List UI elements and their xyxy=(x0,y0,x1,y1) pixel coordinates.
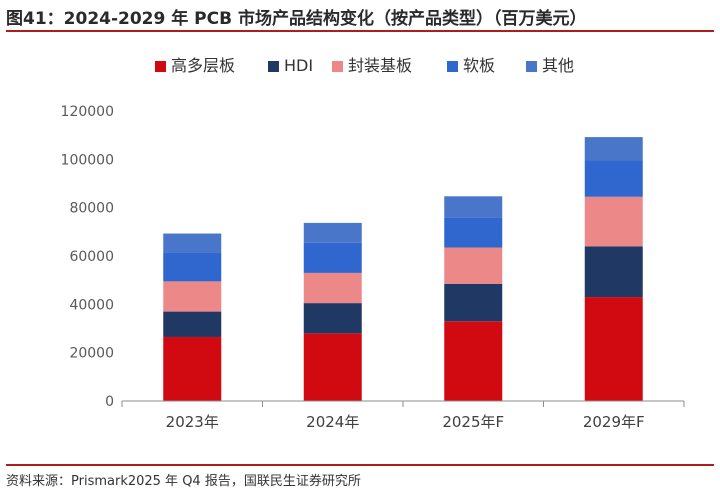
y-tick-label: 20000 xyxy=(69,346,114,362)
bar-segment xyxy=(303,333,362,401)
stacked-bar-chart: 高多层板 HDI 封装基板 软板 其他 0 20000 40000 60000 80000 100… xyxy=(61,56,685,431)
x-tick-label: 2024年 xyxy=(306,413,359,431)
bar-segment xyxy=(584,297,643,401)
chart-legend: 高多层板 HDI 封装基板 软板 其他 xyxy=(155,56,574,75)
legend-swatch xyxy=(268,61,279,72)
bar-segment xyxy=(584,137,643,161)
bar-segment xyxy=(444,283,503,322)
y-tick-label: 40000 xyxy=(69,297,114,313)
bar-segment xyxy=(163,233,222,253)
bar-segment xyxy=(444,196,503,218)
legend-swatch xyxy=(447,61,458,72)
x-tick-label: 2025年F xyxy=(442,413,504,431)
bar-segment xyxy=(163,281,222,312)
y-axis: 0 20000 40000 60000 80000 100000 120000 xyxy=(61,104,114,410)
source-rule xyxy=(6,464,714,466)
bar-segment xyxy=(444,217,503,248)
legend-label: 高多层板 xyxy=(171,56,235,75)
x-tick-label: 2029年F xyxy=(583,413,645,431)
bar-segment xyxy=(163,252,222,282)
figure-title: 图41：2024-2029 年 PCB 市场产品结构变化（按产品类型）（百万美元… xyxy=(6,9,587,29)
legend-label: HDI xyxy=(284,56,313,75)
x-tick-label: 2023年 xyxy=(166,413,219,431)
legend-label: 软板 xyxy=(463,56,495,75)
y-tick-label: 80000 xyxy=(69,201,114,217)
bar-segment xyxy=(584,196,643,247)
bar-segment xyxy=(584,246,643,298)
bar-segment xyxy=(303,242,362,273)
bar-segment xyxy=(584,160,643,197)
y-tick-label: 0 xyxy=(105,394,114,410)
legend-swatch xyxy=(526,61,537,72)
bar-segment xyxy=(303,222,362,243)
y-tick-label: 60000 xyxy=(69,249,114,265)
bar-segment xyxy=(303,303,362,334)
legend-swatch xyxy=(332,61,343,72)
x-axis: 2023年 2024年 2025年F 2029年F xyxy=(121,400,685,431)
bar-segment xyxy=(163,336,222,401)
bar-segment xyxy=(303,272,362,304)
bar-segment xyxy=(444,321,503,401)
legend-label: 其他 xyxy=(542,56,574,75)
bar-segment xyxy=(444,247,503,284)
title-rule xyxy=(6,30,714,32)
y-tick-label: 120000 xyxy=(61,104,114,120)
bars xyxy=(163,137,643,401)
source-note: 资料来源：Prismark2025 年 Q4 报告，国联民生证券研究所 xyxy=(6,474,361,489)
legend-swatch xyxy=(155,61,166,72)
bar-segment xyxy=(163,311,222,337)
y-tick-label: 100000 xyxy=(61,152,114,168)
legend-label: 封装基板 xyxy=(348,56,412,75)
